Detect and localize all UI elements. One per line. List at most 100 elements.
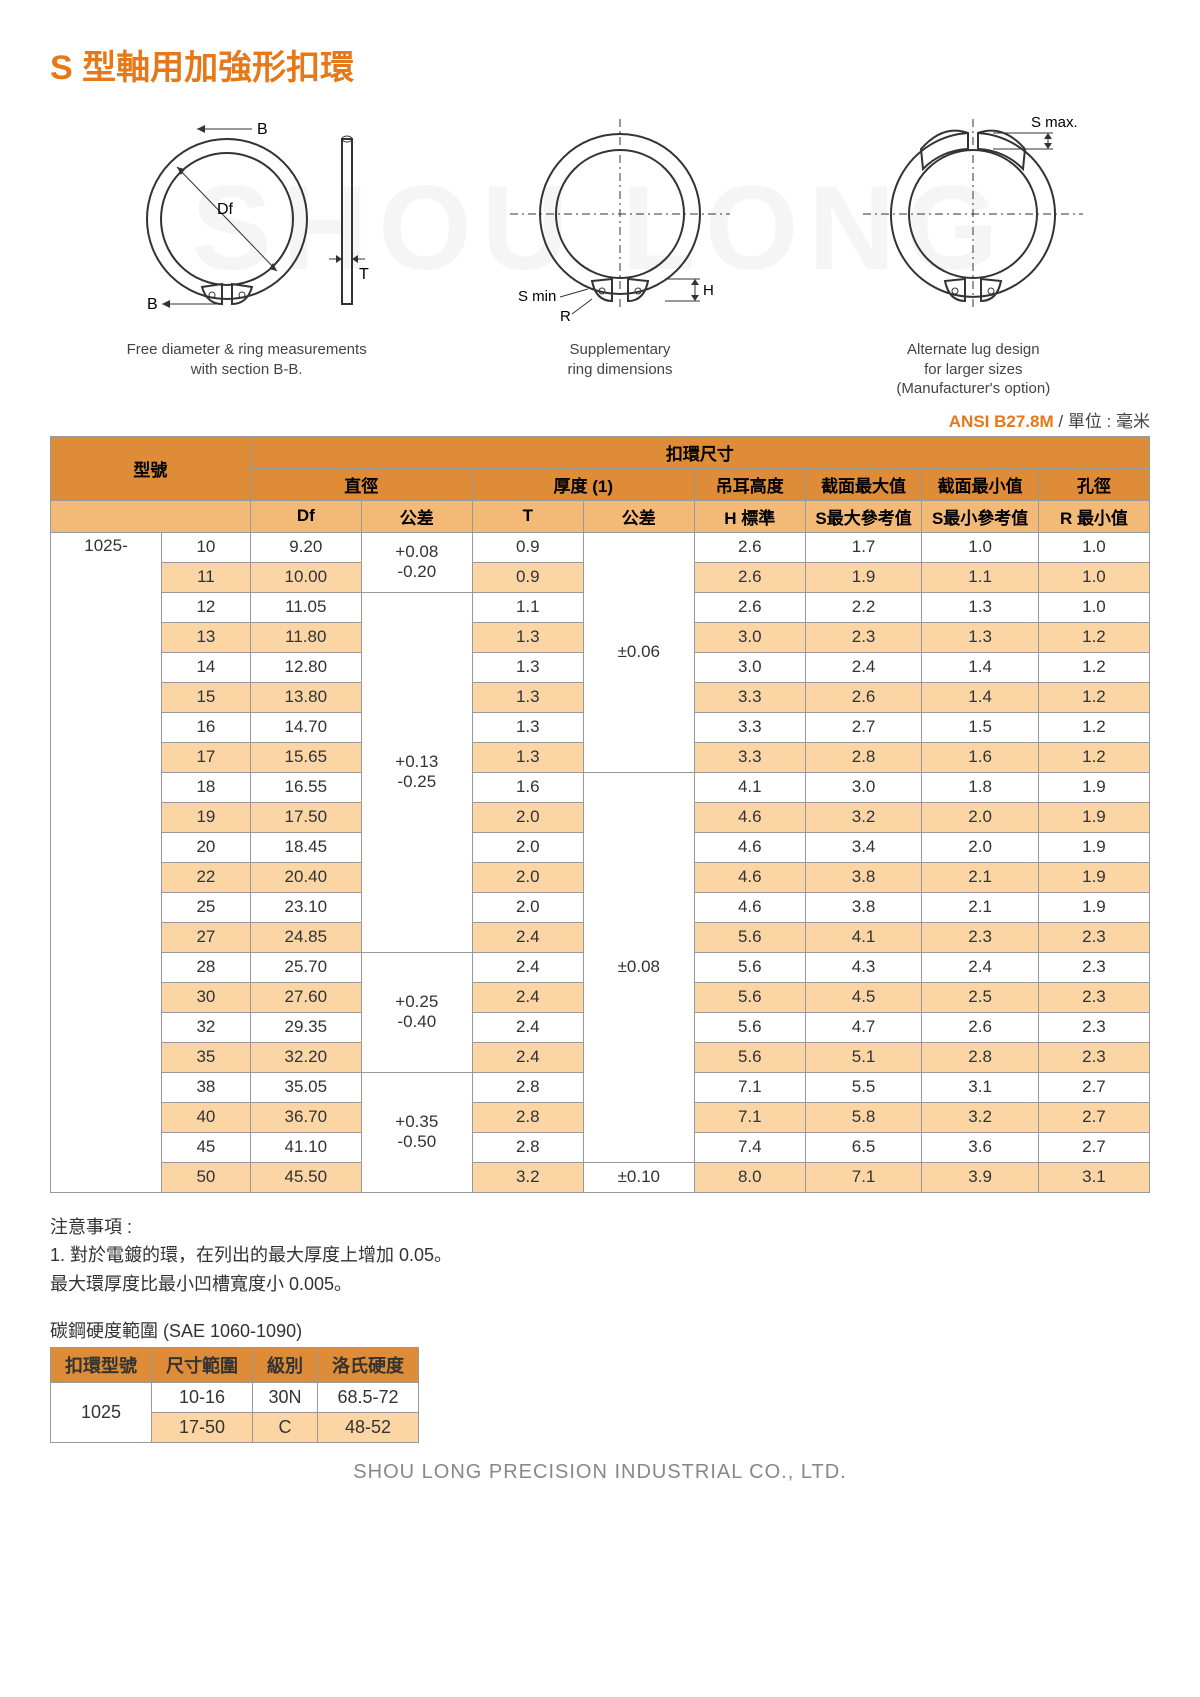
spec-line: ANSI B27.8M / 單位 : 毫米 bbox=[50, 407, 1150, 432]
data-cell: 35.05 bbox=[250, 1072, 361, 1102]
hardness-th: 級別 bbox=[253, 1347, 318, 1382]
data-cell: 1.0 bbox=[922, 532, 1039, 562]
diagram-1: Df B B T Free diameter & ring measuremen… bbox=[107, 109, 387, 379]
data-cell: 11.80 bbox=[250, 622, 361, 652]
hardness-cell: 68.5-72 bbox=[318, 1382, 419, 1412]
data-cell: 1.0 bbox=[1038, 532, 1149, 562]
data-cell: 3.8 bbox=[805, 862, 922, 892]
hardness-title: 碳鋼硬度範圍 (SAE 1060-1090) bbox=[50, 1317, 1150, 1343]
data-cell: 2.0 bbox=[922, 832, 1039, 862]
data-cell: 5.6 bbox=[694, 922, 805, 952]
data-cell: 23.10 bbox=[250, 892, 361, 922]
hardness-th: 洛氏硬度 bbox=[318, 1347, 419, 1382]
hardness-table: 扣環型號尺寸範圍級別洛氏硬度 102510-1630N68.5-7217-50C… bbox=[50, 1347, 419, 1443]
th-model: 型號 bbox=[51, 436, 251, 500]
data-cell: 5.6 bbox=[694, 982, 805, 1012]
data-cell: 3.0 bbox=[805, 772, 922, 802]
data-cell: 10 bbox=[162, 532, 251, 562]
data-cell: 12 bbox=[162, 592, 251, 622]
data-cell: 0.9 bbox=[472, 532, 583, 562]
data-cell: 1.3 bbox=[472, 622, 583, 652]
data-cell: 1.9 bbox=[1038, 772, 1149, 802]
data-cell: 1.2 bbox=[1038, 652, 1149, 682]
data-cell: 7.1 bbox=[805, 1162, 922, 1192]
tol-d-cell: +0.08 -0.20 bbox=[361, 532, 472, 592]
data-cell: 3.9 bbox=[922, 1162, 1039, 1192]
th-t: T bbox=[472, 500, 583, 532]
tol-t-cell: ±0.06 bbox=[583, 532, 694, 772]
th-df: Df bbox=[250, 500, 361, 532]
data-cell: 10.00 bbox=[250, 562, 361, 592]
table-row: 1816.551.6±0.084.13.01.81.9 bbox=[51, 772, 1150, 802]
data-cell: 6.5 bbox=[805, 1132, 922, 1162]
data-cell: 38 bbox=[162, 1072, 251, 1102]
th-bore: 孔徑 bbox=[1038, 468, 1149, 500]
hardness-cell: 17-50 bbox=[152, 1412, 253, 1442]
data-cell: 2.0 bbox=[472, 892, 583, 922]
th-ring-dims: 扣環尺寸 bbox=[250, 436, 1149, 468]
table-row: 5045.503.2±0.108.07.13.93.1 bbox=[51, 1162, 1150, 1192]
data-cell: 11 bbox=[162, 562, 251, 592]
data-cell: 2.8 bbox=[472, 1132, 583, 1162]
data-cell: 5.5 bbox=[805, 1072, 922, 1102]
data-cell: 12.80 bbox=[250, 652, 361, 682]
data-cell: 1.1 bbox=[472, 592, 583, 622]
data-cell: 20 bbox=[162, 832, 251, 862]
label-smax: S max. bbox=[1031, 114, 1078, 131]
data-cell: 1.9 bbox=[1038, 832, 1149, 862]
data-cell: 3.3 bbox=[694, 682, 805, 712]
th-tolt: 公差 bbox=[583, 500, 694, 532]
label-t: T bbox=[359, 266, 369, 283]
data-cell: 29.35 bbox=[250, 1012, 361, 1042]
data-cell: 1.3 bbox=[472, 712, 583, 742]
main-table: 型號 扣環尺寸 直徑 厚度 (1) 吊耳高度 截面最大值 截面最小值 孔徑 Df… bbox=[50, 436, 1150, 1193]
data-cell: 4.6 bbox=[694, 802, 805, 832]
data-cell: 36.70 bbox=[250, 1102, 361, 1132]
tol-d-cell: +0.25 -0.40 bbox=[361, 952, 472, 1072]
data-cell: 1.0 bbox=[1038, 562, 1149, 592]
data-cell: 4.7 bbox=[805, 1012, 922, 1042]
data-cell: 2.4 bbox=[922, 952, 1039, 982]
label-smin: S min bbox=[518, 288, 556, 305]
data-cell: 1.3 bbox=[472, 652, 583, 682]
data-cell: 15 bbox=[162, 682, 251, 712]
data-cell: 1.4 bbox=[922, 652, 1039, 682]
data-cell: 3.2 bbox=[922, 1102, 1039, 1132]
data-cell: 3.0 bbox=[694, 622, 805, 652]
data-cell: 13 bbox=[162, 622, 251, 652]
data-cell: 28 bbox=[162, 952, 251, 982]
notes-line2: 最大環厚度比最小凹槽寬度小 0.005。 bbox=[50, 1270, 1150, 1299]
data-cell: 2.0 bbox=[472, 862, 583, 892]
notes-line1: 1. 對於電鍍的環，在列出的最大厚度上增加 0.05。 bbox=[50, 1241, 1150, 1270]
data-cell: 2.5 bbox=[922, 982, 1039, 1012]
table-row: 1025-109.20+0.08 -0.200.9±0.062.61.71.01… bbox=[51, 532, 1150, 562]
th-secmin: 截面最小值 bbox=[922, 468, 1039, 500]
th-diameter: 直徑 bbox=[250, 468, 472, 500]
tol-d-cell: +0.13 -0.25 bbox=[361, 592, 472, 952]
data-cell: 2.6 bbox=[694, 562, 805, 592]
page-title: S 型軸用加強形扣環 bbox=[50, 40, 1150, 89]
data-cell: 7.1 bbox=[694, 1072, 805, 1102]
hardness-th: 扣環型號 bbox=[51, 1347, 152, 1382]
data-cell: 45 bbox=[162, 1132, 251, 1162]
th-secmax: 截面最大值 bbox=[805, 468, 922, 500]
data-cell: 2.0 bbox=[472, 832, 583, 862]
data-cell: 4.6 bbox=[694, 892, 805, 922]
data-cell: 19 bbox=[162, 802, 251, 832]
data-cell: 5.8 bbox=[805, 1102, 922, 1132]
th-lug: 吊耳高度 bbox=[694, 468, 805, 500]
data-cell: 1.1 bbox=[922, 562, 1039, 592]
data-cell: 1.7 bbox=[805, 532, 922, 562]
data-cell: 2.8 bbox=[922, 1042, 1039, 1072]
data-cell: 7.1 bbox=[694, 1102, 805, 1132]
data-cell: 13.80 bbox=[250, 682, 361, 712]
diagram-2-caption: Supplementaryring dimensions bbox=[500, 340, 740, 379]
data-cell: 1.3 bbox=[472, 682, 583, 712]
hardness-cell: 48-52 bbox=[318, 1412, 419, 1442]
data-cell: 1.2 bbox=[1038, 742, 1149, 772]
data-cell: 3.2 bbox=[472, 1162, 583, 1192]
data-cell: 1.9 bbox=[1038, 892, 1149, 922]
th-smax: S最大參考值 bbox=[805, 500, 922, 532]
diagram-row: SHOU LONG Df B B T Free d bbox=[50, 109, 1150, 399]
hardness-cell: C bbox=[253, 1412, 318, 1442]
